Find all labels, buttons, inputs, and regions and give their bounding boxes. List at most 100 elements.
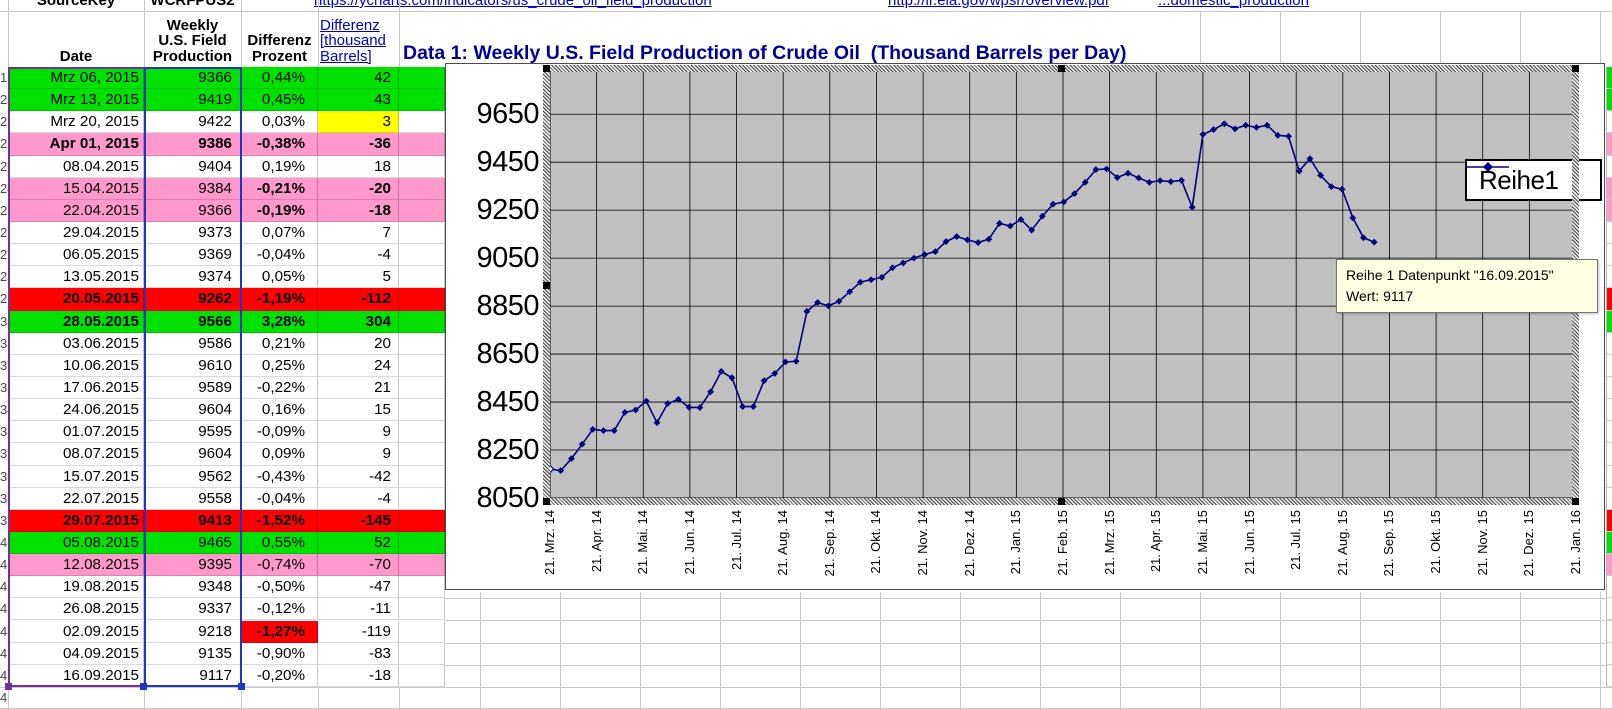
table-cell-date[interactable]: 06.05.2015 bbox=[8, 244, 144, 267]
table-cell-diff[interactable]: 9 bbox=[318, 421, 399, 444]
table-cell-prod[interactable]: 9373 bbox=[144, 221, 241, 245]
table-cell-filler[interactable] bbox=[399, 509, 445, 532]
right-column-cell[interactable] bbox=[1606, 89, 1612, 112]
table-cell-diff[interactable]: 52 bbox=[318, 531, 399, 555]
right-column-cell[interactable] bbox=[1606, 487, 1612, 510]
table-cell-pct[interactable]: 0,07% bbox=[241, 221, 318, 245]
table-row[interactable]: 29.07.2015 9413 -1,52% -145 bbox=[0, 509, 445, 532]
cell-series-id[interactable]: WCRFPUS2 bbox=[150, 0, 235, 9]
table-cell-pct[interactable]: 0,09% bbox=[241, 443, 318, 466]
table-row[interactable]: 06.05.2015 9369 -0,04% -4 bbox=[0, 244, 445, 267]
plot-resize-handle[interactable] bbox=[1572, 498, 1579, 505]
table-cell-pct[interactable]: -0,04% bbox=[241, 244, 318, 267]
table-row[interactable]: 28.05.2015 9566 3,28% 304 bbox=[0, 310, 445, 333]
table-cell-date[interactable]: 01.07.2015 bbox=[8, 421, 144, 444]
table-cell-diff[interactable]: -42 bbox=[318, 465, 399, 488]
table-row[interactable]: 24.06.2015 9604 0,16% 15 bbox=[0, 399, 445, 422]
row-number[interactable]: 44 bbox=[0, 623, 8, 639]
table-cell-pct[interactable]: -0,21% bbox=[241, 177, 318, 200]
table-row[interactable]: 10.06.2015 9610 0,25% 24 bbox=[0, 354, 445, 377]
table-cell-diff[interactable]: -4 bbox=[318, 244, 399, 267]
right-column-cell[interactable] bbox=[1606, 199, 1612, 222]
table-cell-prod[interactable]: 9404 bbox=[144, 155, 241, 178]
table-cell-date[interactable]: 20.05.2015 bbox=[8, 288, 144, 311]
table-row[interactable]: 13.05.2015 9374 0,05% 5 bbox=[0, 266, 445, 289]
table-cell-diff[interactable]: -4 bbox=[318, 487, 399, 510]
table-cell-filler[interactable] bbox=[399, 465, 445, 488]
table-row[interactable]: Mrz 06, 2015 9366 0,44% 42 bbox=[0, 67, 445, 90]
table-cell-prod[interactable]: 9117 bbox=[144, 664, 241, 687]
table-cell-prod[interactable]: 9395 bbox=[144, 554, 241, 577]
table-cell-diff[interactable]: 42 bbox=[318, 67, 399, 90]
table-cell-diff[interactable]: 18 bbox=[318, 155, 399, 178]
table-row[interactable]: 15.07.2015 9562 -0,43% -42 bbox=[0, 465, 445, 488]
row-number[interactable]: 28 bbox=[0, 269, 8, 285]
table-cell-filler[interactable] bbox=[399, 554, 445, 577]
right-column-cell[interactable] bbox=[1606, 221, 1612, 245]
table-row[interactable]: 16.09.2015 9117 -0,20% -18 bbox=[0, 664, 445, 687]
table-cell-pct[interactable]: -1,19% bbox=[241, 288, 318, 311]
right-column-cell[interactable] bbox=[1606, 554, 1612, 577]
table-cell-diff[interactable]: 3 bbox=[318, 111, 399, 134]
right-column-cell[interactable] bbox=[1606, 443, 1612, 466]
right-column-cell[interactable] bbox=[1606, 67, 1612, 90]
right-column-cell[interactable] bbox=[1606, 155, 1612, 178]
right-column-cell[interactable] bbox=[1606, 376, 1612, 400]
chart-title-cell[interactable]: Data 1: Weekly U.S. Field Production of … bbox=[403, 42, 1127, 64]
right-column-cell[interactable] bbox=[1606, 598, 1612, 621]
table-cell-pct[interactable]: 0,16% bbox=[241, 399, 318, 422]
table-cell-diff[interactable]: -18 bbox=[318, 199, 399, 222]
range-handle[interactable] bbox=[238, 683, 245, 690]
right-column-cell[interactable] bbox=[1606, 509, 1612, 532]
table-cell-filler[interactable] bbox=[399, 67, 445, 90]
right-column-cell[interactable] bbox=[1606, 642, 1612, 665]
table-cell-pct[interactable]: -0,22% bbox=[241, 376, 318, 400]
row-number[interactable]: 22 bbox=[0, 136, 8, 152]
right-column-cell[interactable] bbox=[1606, 288, 1612, 311]
table-cell-date[interactable]: 02.09.2015 bbox=[8, 620, 144, 643]
table-cell-filler[interactable] bbox=[399, 133, 445, 156]
table-row[interactable]: 02.09.2015 9218 -1,27% -119 bbox=[0, 620, 445, 643]
table-cell-filler[interactable] bbox=[399, 354, 445, 377]
right-column-cell[interactable] bbox=[1606, 664, 1612, 687]
table-cell-filler[interactable] bbox=[399, 642, 445, 665]
table-cell-prod[interactable]: 9562 bbox=[144, 465, 241, 488]
row-number[interactable]: 19 bbox=[0, 70, 8, 85]
right-column-cell[interactable] bbox=[1606, 576, 1612, 599]
table-cell-prod[interactable]: 9262 bbox=[144, 288, 241, 311]
right-column-cell[interactable] bbox=[1606, 421, 1612, 444]
row-number[interactable]: 45 bbox=[0, 645, 8, 661]
right-column-cell[interactable] bbox=[1606, 111, 1612, 134]
table-cell-pct[interactable]: -0,19% bbox=[241, 199, 318, 222]
table-cell-filler[interactable] bbox=[399, 221, 445, 245]
row-number[interactable]: 32 bbox=[0, 357, 8, 373]
row-number[interactable]: 29 bbox=[0, 291, 8, 307]
table-cell-date[interactable]: 05.08.2015 bbox=[8, 531, 144, 555]
table-cell-date[interactable]: 10.06.2015 bbox=[8, 354, 144, 377]
table-cell-date[interactable]: 08.04.2015 bbox=[8, 155, 144, 178]
row-number[interactable]: 42 bbox=[0, 579, 8, 595]
row-number[interactable]: 36 bbox=[0, 446, 8, 462]
table-cell-date[interactable]: 29.07.2015 bbox=[8, 509, 144, 532]
table-cell-filler[interactable] bbox=[399, 664, 445, 687]
table-cell-pct[interactable]: 0,25% bbox=[241, 354, 318, 377]
table-cell-date[interactable]: Apr 01, 2015 bbox=[8, 133, 144, 156]
table-cell-date[interactable]: 15.07.2015 bbox=[8, 465, 144, 488]
table-row[interactable]: 22.07.2015 9558 -0,04% -4 bbox=[0, 487, 445, 510]
table-cell-pct[interactable]: -0,20% bbox=[241, 664, 318, 687]
table-cell-diff[interactable]: -83 bbox=[318, 642, 399, 665]
table-cell-filler[interactable] bbox=[399, 421, 445, 444]
table-cell-prod[interactable]: 9348 bbox=[144, 576, 241, 599]
right-column-cell[interactable] bbox=[1606, 620, 1612, 643]
table-cell-filler[interactable] bbox=[399, 266, 445, 289]
row-number[interactable]: 38 bbox=[0, 490, 8, 506]
table-cell-filler[interactable] bbox=[399, 89, 445, 112]
table-cell-pct[interactable]: -1,52% bbox=[241, 509, 318, 532]
table-cell-date[interactable]: 22.07.2015 bbox=[8, 487, 144, 510]
table-cell-pct[interactable]: 0,05% bbox=[241, 266, 318, 289]
table-cell-date[interactable]: 19.08.2015 bbox=[8, 576, 144, 599]
range-handle[interactable] bbox=[140, 683, 147, 690]
table-cell-diff[interactable]: -20 bbox=[318, 177, 399, 200]
table-cell-date[interactable]: 13.05.2015 bbox=[8, 266, 144, 289]
row-number[interactable]: 30 bbox=[0, 313, 8, 329]
